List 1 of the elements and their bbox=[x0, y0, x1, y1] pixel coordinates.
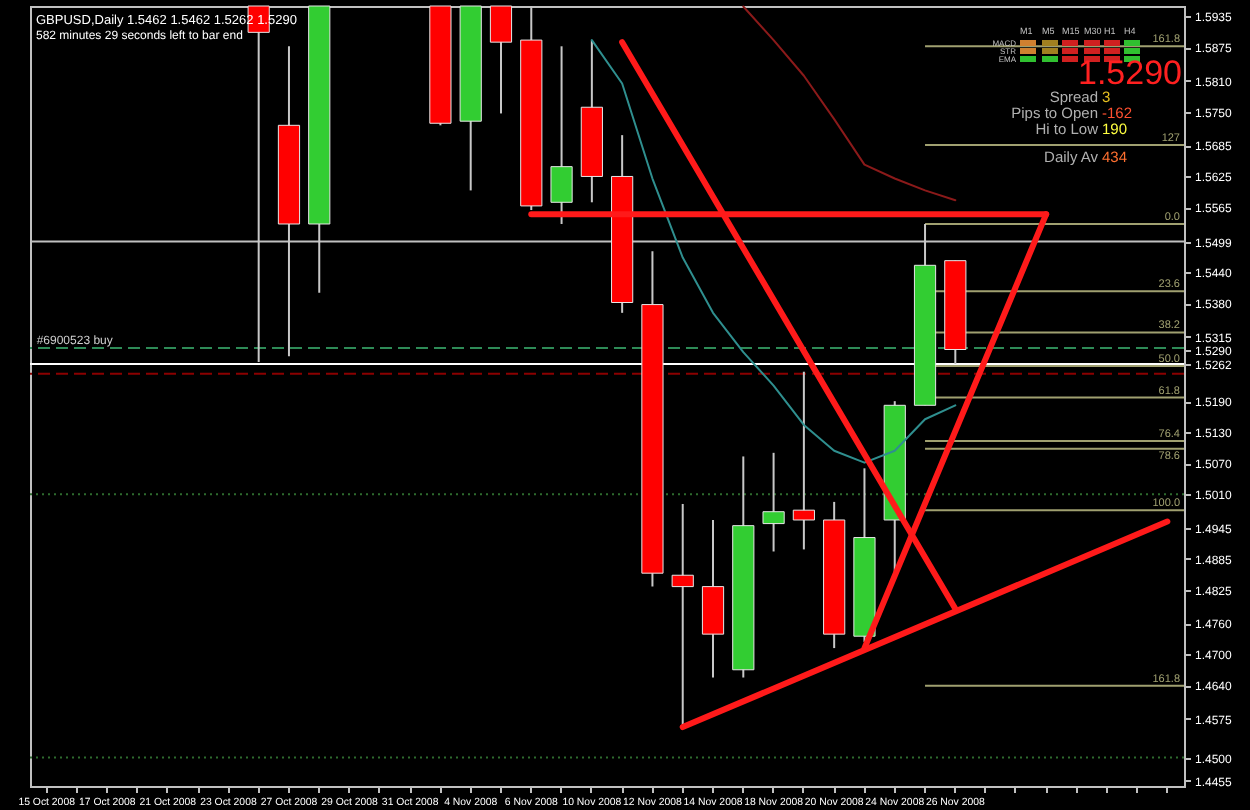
annotation: 1.5290 bbox=[1078, 54, 1182, 92]
